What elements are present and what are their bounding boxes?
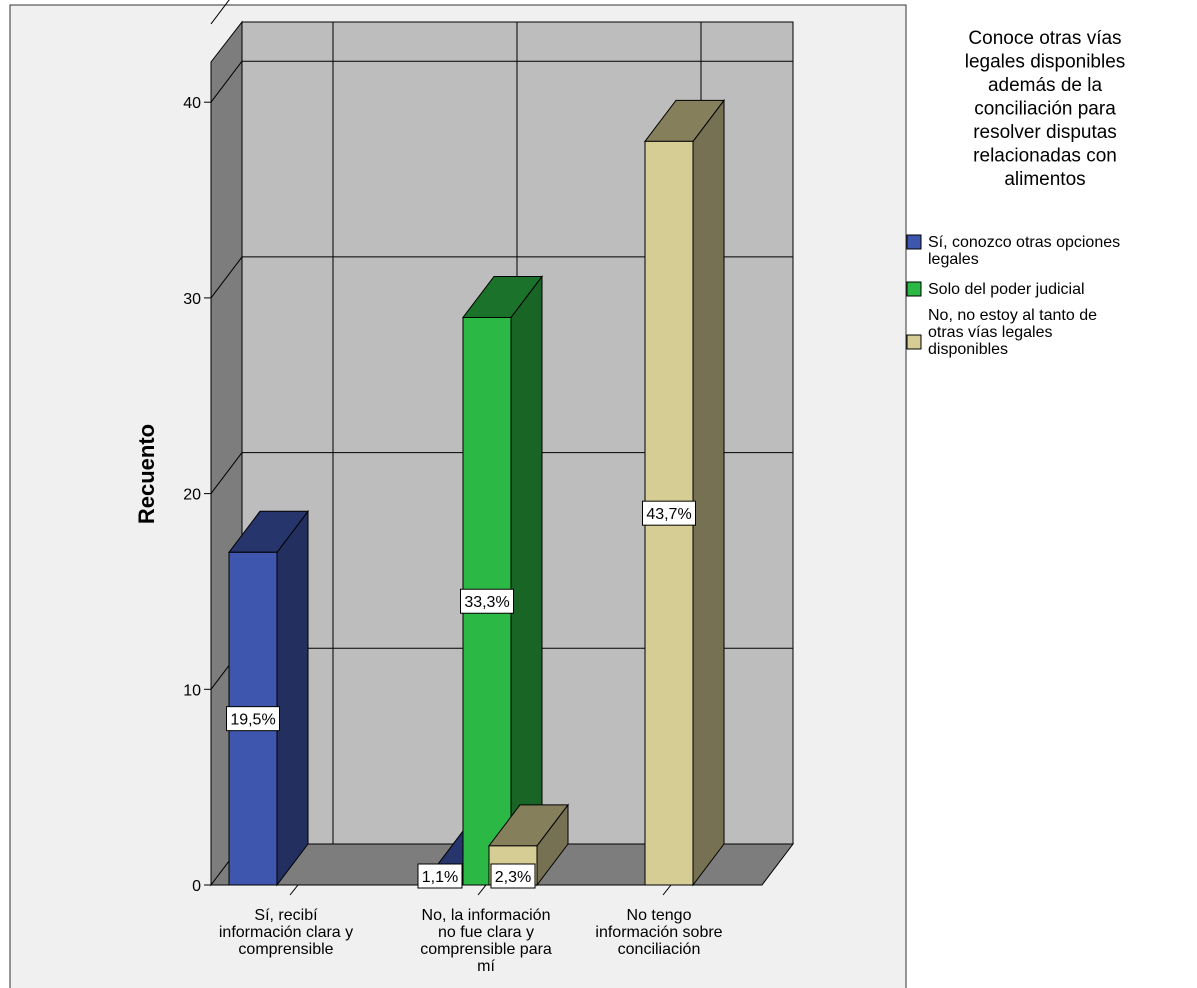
- x-tick-label: No, la información: [422, 907, 551, 924]
- chart-3d: 0 10 20 30 40 19,5% 1,1% 33,3% 2,3% 43,7% Sí, reci…: [183, 0, 795, 975]
- legend-label: Solo del poder judicial: [928, 281, 1085, 298]
- grid-line-side: [210, 60, 243, 103]
- data-label-box: [226, 706, 280, 732]
- x-tick-label: mí: [477, 958, 495, 975]
- grid-line-side: [210, 452, 243, 494]
- legend-swatch: [906, 334, 922, 350]
- legend-title: Conoce otras vías: [968, 28, 1121, 49]
- data-label: 43,7%: [646, 506, 691, 523]
- x-tick-label: Sí, recibí: [254, 907, 318, 924]
- data-label-box: [642, 500, 696, 526]
- legend-title: conciliación para: [974, 99, 1116, 120]
- legend-title: legales disponibles: [965, 52, 1126, 73]
- legend-label: disponibles: [928, 341, 1008, 358]
- y-tick-label: 20: [183, 487, 201, 504]
- legend-swatch: [906, 281, 922, 297]
- legend-label: Sí, conozco otras opciones: [928, 234, 1120, 251]
- grid-line-side: [210, 0, 230, 25]
- data-label-box: [460, 588, 514, 614]
- grid-line-side: [210, 256, 243, 299]
- data-label: 1,1%: [422, 869, 458, 886]
- data-label: 2,3%: [495, 869, 531, 886]
- y-tick-label: 10: [183, 682, 201, 699]
- x-tick-label: información sobre: [595, 924, 722, 941]
- data-label-box: [417, 863, 463, 889]
- x-tick-label: No tengo: [627, 907, 692, 924]
- x-tick-label: conciliación: [618, 941, 701, 958]
- bar-side: [692, 98, 725, 887]
- x-tick-label: no fue clara y: [438, 924, 534, 941]
- bar-side: [276, 509, 309, 887]
- y-axis-title: Recuento: [134, 424, 159, 524]
- y-tick-label: 40: [183, 95, 201, 112]
- data-label-box: [490, 863, 536, 889]
- legend-title: alimentos: [1004, 169, 1085, 190]
- y-tick-label: 0: [192, 878, 201, 895]
- x-tick-mark: [289, 884, 299, 896]
- x-tick-label: comprensible: [238, 941, 333, 958]
- legend-swatch: [906, 234, 922, 250]
- legend-label: legales: [928, 251, 979, 268]
- bar-side: [510, 274, 543, 887]
- legend-title: relacionadas con: [973, 146, 1117, 167]
- x-tick-label: comprensible para: [420, 941, 552, 958]
- legend-label: No, no estoy al tanto de: [928, 307, 1097, 324]
- x-tick-mark: [477, 884, 487, 896]
- y-tick-label: 30: [183, 291, 201, 308]
- x-tick-mark: [662, 884, 672, 896]
- legend-title: resolver disputas: [973, 122, 1117, 143]
- x-tick-label: información clara y: [219, 924, 353, 941]
- legend-label: otras vías legales: [928, 324, 1053, 341]
- legend-title: además de la: [988, 75, 1103, 96]
- data-label: 19,5%: [230, 712, 275, 729]
- data-label: 33,3%: [464, 594, 509, 611]
